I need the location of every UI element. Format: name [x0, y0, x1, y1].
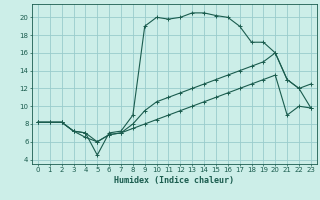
X-axis label: Humidex (Indice chaleur): Humidex (Indice chaleur) — [115, 176, 234, 185]
